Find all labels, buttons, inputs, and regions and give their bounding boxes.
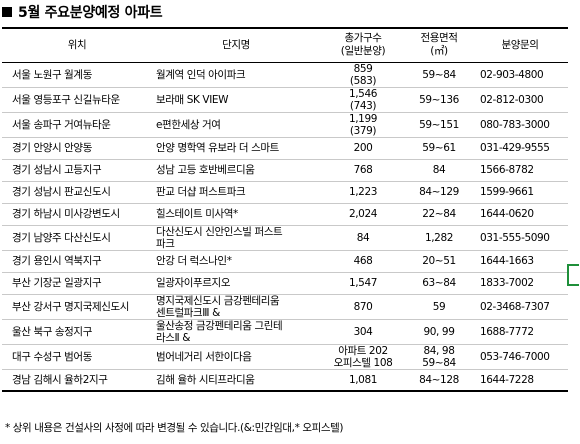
row-location: 서울 송파구 거여뉴타운: [2, 112, 152, 138]
row-contact: 1599-9661: [472, 181, 568, 204]
row-contact: 02-3468-7307: [472, 294, 568, 320]
table-row: 서울 영등포구 신길뉴타운 보라매 SK VIEW 1,546 (743) 59~13…: [2, 87, 568, 113]
footnote: * 상위 내용은 건설사의 사정에 따라 변경될 수 있습니다.(&:민간임대,…: [5, 422, 344, 434]
table-row: 부산 기장군 일광지구 일광자이푸르지오 1,547 63~84 1833-7002: [2, 272, 568, 295]
table-row: 부산 강서구 명지국제신도시 명지국제신도시 금강펜테리움 센트럴파크Ⅲ & 870…: [2, 294, 568, 320]
table-row: 경기 성남시 판교신도시 판교 더샵 퍼스트파크 1,223 84~129 1599-9…: [2, 181, 568, 204]
row-contact: 1566-8782: [472, 159, 568, 182]
row-area: 22~84: [406, 203, 472, 226]
row-contact: 1644-7228: [472, 369, 568, 392]
row-name: 판교 더샵 퍼스트파크: [152, 181, 320, 204]
row-name: 명지국제신도시 금강펜테리움 센트럴파크Ⅲ &: [152, 294, 320, 320]
row-name: 일광자이푸르지오: [152, 272, 320, 295]
row-units: 84: [320, 225, 406, 251]
row-units: 1,223: [320, 181, 406, 204]
table-row: 서울 송파구 거여뉴타운 e편한세상 거여 1,199 (379) 59~151 080…: [2, 112, 568, 138]
row-contact: 1644-0620: [472, 203, 568, 226]
table-row: 경기 안양시 안양동 안양 명학역 유보라 더 스마트 200 59~61 031-42…: [2, 137, 568, 160]
row-contact: 1688-7772: [472, 319, 568, 345]
header-area: 전용면적 (㎡): [406, 27, 472, 63]
table-row: 경기 남양주 다산신도시 다산신도시 신안인스빌 퍼스트 파크 84 1,282 031…: [2, 225, 568, 251]
row-name: e편한세상 거여: [152, 112, 320, 138]
row-area: 59~151: [406, 112, 472, 138]
row-units: 870: [320, 294, 406, 320]
row-name: 안강 더 럭스나인*: [152, 250, 320, 273]
row-name: 김해 율하 시티프라디움: [152, 369, 320, 392]
row-units: 200: [320, 137, 406, 160]
row-location: 경기 안양시 안양동: [2, 137, 152, 160]
row-location: 서울 영등포구 신길뉴타운: [2, 87, 152, 113]
row-location: 경기 용인시 역북지구: [2, 250, 152, 273]
row-area: 84~129: [406, 181, 472, 204]
header-location: 위치: [2, 27, 152, 63]
apartment-table: 위치 단지명 총가구수 (일반분양) 전용면적 (㎡) 분양문의 서울 노원구 …: [2, 27, 568, 392]
cell-selection-indicator[interactable]: [567, 264, 579, 286]
row-area: 84: [406, 159, 472, 182]
row-area: 59~84: [406, 62, 472, 88]
row-name: 힐스테이트 미사역*: [152, 203, 320, 226]
row-contact: 080-783-3000: [472, 112, 568, 138]
row-location: 울산 북구 송정지구: [2, 319, 152, 345]
row-location: 경기 하남시 미사강변도시: [2, 203, 152, 226]
row-units: 768: [320, 159, 406, 182]
table-row: 대구 수성구 범어동 범어네거리 서한이다음 아파트 202 오피스텔 108 84,…: [2, 344, 568, 370]
row-area: 63~84: [406, 272, 472, 295]
row-area: 59~61: [406, 137, 472, 160]
row-location: 경기 남양주 다산신도시: [2, 225, 152, 251]
row-name: 성남 고등 호반베르디움: [152, 159, 320, 182]
row-location: 경남 김해시 율하2지구: [2, 369, 152, 392]
header-name: 단지명: [152, 27, 320, 63]
row-location: 부산 강서구 명지국제신도시: [2, 294, 152, 320]
row-contact: 031-429-9555: [472, 137, 568, 160]
row-area: 59~136: [406, 87, 472, 113]
row-contact: 053-746-7000: [472, 344, 568, 370]
row-units: 468: [320, 250, 406, 273]
row-area: 1,282: [406, 225, 472, 251]
row-location: 서울 노원구 월계동: [2, 62, 152, 88]
table-row: 서울 노원구 월계동 월계역 인덕 아이파크 859 (583) 59~84 02-90…: [2, 62, 568, 88]
row-units: 1,199 (379): [320, 112, 406, 138]
row-units: 859 (583): [320, 62, 406, 88]
row-location: 부산 기장군 일광지구: [2, 272, 152, 295]
table-row: 경남 김해시 율하2지구 김해 율하 시티프라디움 1,081 84~128 1644-…: [2, 369, 568, 392]
row-contact: 031-555-5090: [472, 225, 568, 251]
row-area: 20~51: [406, 250, 472, 273]
row-location: 경기 성남시 고등지구: [2, 159, 152, 182]
row-location: 대구 수성구 범어동: [2, 344, 152, 370]
table-header-row: 위치 단지명 총가구수 (일반분양) 전용면적 (㎡) 분양문의: [2, 27, 568, 63]
table-row: 울산 북구 송정지구 울산송정 금강펜테리움 그린테 라스Ⅱ & 304 90, 99…: [2, 319, 568, 345]
row-area: 59: [406, 294, 472, 320]
row-area: 90, 99: [406, 319, 472, 345]
row-units: 2,024: [320, 203, 406, 226]
row-units: 1,547: [320, 272, 406, 295]
row-area: 84~128: [406, 369, 472, 392]
row-location: 경기 성남시 판교신도시: [2, 181, 152, 204]
row-units: 아파트 202 오피스텔 108: [320, 344, 406, 370]
header-area-text: 전용면적 (㎡): [420, 32, 458, 58]
header-units: 총가구수 (일반분양): [320, 27, 406, 63]
row-name: 안양 명학역 유보라 더 스마트: [152, 137, 320, 160]
row-units: 1,546 (743): [320, 87, 406, 113]
table-row: 경기 하남시 미사강변도시 힐스테이트 미사역* 2,024 22~84 1644-06…: [2, 203, 568, 226]
row-name: 범어네거리 서한이다음: [152, 344, 320, 370]
table-row: 경기 용인시 역북지구 안강 더 럭스나인* 468 20~51 1644-1663: [2, 250, 568, 273]
row-name: 울산송정 금강펜테리움 그린테 라스Ⅱ &: [152, 319, 320, 345]
table-row: 경기 성남시 고등지구 성남 고등 호반베르디움 768 84 1566-8782: [2, 159, 568, 182]
row-contact: 1644-1663: [472, 250, 568, 273]
row-units: 1,081: [320, 369, 406, 392]
row-contact: 02-812-0300: [472, 87, 568, 113]
title-text: 5월 주요분양예정 아파트: [18, 5, 163, 21]
row-name: 보라매 SK VIEW: [152, 87, 320, 113]
header-units-text: 총가구수 (일반분양): [340, 32, 386, 58]
square-bullet-icon: [2, 7, 12, 17]
row-contact: 1833-7002: [472, 272, 568, 295]
row-contact: 02-903-4800: [472, 62, 568, 88]
row-name: 월계역 인덕 아이파크: [152, 62, 320, 88]
row-name: 다산신도시 신안인스빌 퍼스트 파크: [152, 225, 320, 251]
header-contact: 분양문의: [472, 27, 568, 63]
row-units: 304: [320, 319, 406, 345]
row-area: 84, 98 59~84: [406, 344, 472, 370]
page-title: 5월 주요분양예정 아파트: [2, 2, 163, 22]
